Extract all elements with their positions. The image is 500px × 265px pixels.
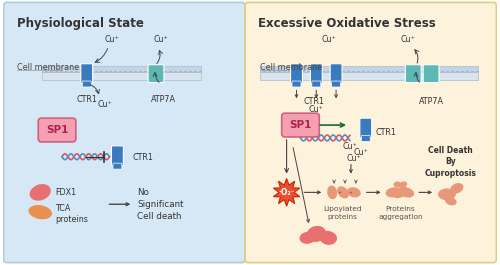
- Polygon shape: [274, 179, 300, 206]
- Text: Cu⁺: Cu⁺: [154, 35, 168, 44]
- FancyBboxPatch shape: [42, 72, 200, 80]
- FancyBboxPatch shape: [362, 135, 370, 142]
- FancyBboxPatch shape: [38, 118, 76, 142]
- Text: Cu⁺: Cu⁺: [401, 35, 416, 44]
- Text: Cu⁺: Cu⁺: [104, 35, 119, 44]
- FancyBboxPatch shape: [360, 118, 372, 138]
- Text: Excessive Oxidative Stress: Excessive Oxidative Stress: [258, 17, 436, 30]
- Ellipse shape: [400, 182, 407, 188]
- Text: SP1: SP1: [290, 120, 312, 130]
- Text: Cell membrane: Cell membrane: [18, 63, 80, 72]
- Text: ATP7A: ATP7A: [418, 97, 444, 106]
- Text: Cu⁺: Cu⁺: [322, 35, 336, 44]
- Text: ·O₂⁻: ·O₂⁻: [278, 188, 295, 197]
- Ellipse shape: [347, 187, 360, 197]
- FancyBboxPatch shape: [330, 64, 342, 83]
- Ellipse shape: [30, 184, 51, 201]
- Text: ATP7A: ATP7A: [152, 95, 176, 104]
- FancyBboxPatch shape: [113, 163, 122, 169]
- Ellipse shape: [320, 231, 337, 245]
- Ellipse shape: [393, 187, 407, 198]
- Text: Physiological State: Physiological State: [18, 17, 144, 30]
- Text: TCA
proteins: TCA proteins: [55, 204, 88, 224]
- FancyBboxPatch shape: [423, 65, 439, 82]
- Text: CTR1: CTR1: [304, 97, 325, 106]
- Text: Proteins
aggregation: Proteins aggregation: [378, 206, 422, 220]
- FancyBboxPatch shape: [82, 81, 91, 87]
- Ellipse shape: [306, 226, 326, 242]
- FancyBboxPatch shape: [312, 81, 321, 87]
- Text: CTR1: CTR1: [132, 153, 153, 162]
- Text: CTR1: CTR1: [376, 127, 396, 136]
- FancyBboxPatch shape: [42, 66, 200, 72]
- FancyBboxPatch shape: [245, 2, 496, 263]
- Ellipse shape: [300, 232, 316, 244]
- Text: Cu⁺: Cu⁺: [347, 154, 362, 163]
- Text: FDX1: FDX1: [55, 188, 76, 197]
- Ellipse shape: [327, 186, 337, 199]
- Text: Cu⁺: Cu⁺: [97, 100, 112, 109]
- FancyBboxPatch shape: [81, 64, 92, 83]
- Ellipse shape: [394, 182, 402, 187]
- Ellipse shape: [450, 183, 464, 194]
- Text: Lipoylated
proteins: Lipoylated proteins: [323, 206, 362, 220]
- Text: Cu⁺: Cu⁺: [342, 142, 357, 151]
- Text: No
Significant
Cell death: No Significant Cell death: [137, 188, 184, 220]
- Ellipse shape: [337, 186, 349, 198]
- Ellipse shape: [438, 188, 456, 200]
- Text: SP1: SP1: [46, 125, 68, 135]
- FancyBboxPatch shape: [148, 65, 164, 82]
- FancyBboxPatch shape: [332, 81, 340, 87]
- FancyBboxPatch shape: [112, 146, 124, 166]
- FancyBboxPatch shape: [260, 72, 478, 80]
- Text: Cell membrane: Cell membrane: [260, 63, 322, 72]
- Text: Cell Death
By
Cuproptosis: Cell Death By Cuproptosis: [425, 146, 477, 178]
- FancyBboxPatch shape: [4, 2, 245, 263]
- Ellipse shape: [28, 205, 52, 219]
- Ellipse shape: [445, 197, 456, 205]
- FancyBboxPatch shape: [260, 66, 478, 72]
- Text: Cu⁺: Cu⁺: [309, 105, 324, 114]
- Text: CTR1: CTR1: [76, 95, 97, 104]
- FancyBboxPatch shape: [310, 64, 322, 83]
- Ellipse shape: [386, 187, 402, 197]
- FancyBboxPatch shape: [292, 81, 301, 87]
- Text: Cu⁺: Cu⁺: [354, 148, 369, 157]
- Ellipse shape: [398, 187, 414, 198]
- FancyBboxPatch shape: [282, 113, 320, 137]
- FancyBboxPatch shape: [406, 65, 421, 82]
- FancyBboxPatch shape: [290, 64, 302, 83]
